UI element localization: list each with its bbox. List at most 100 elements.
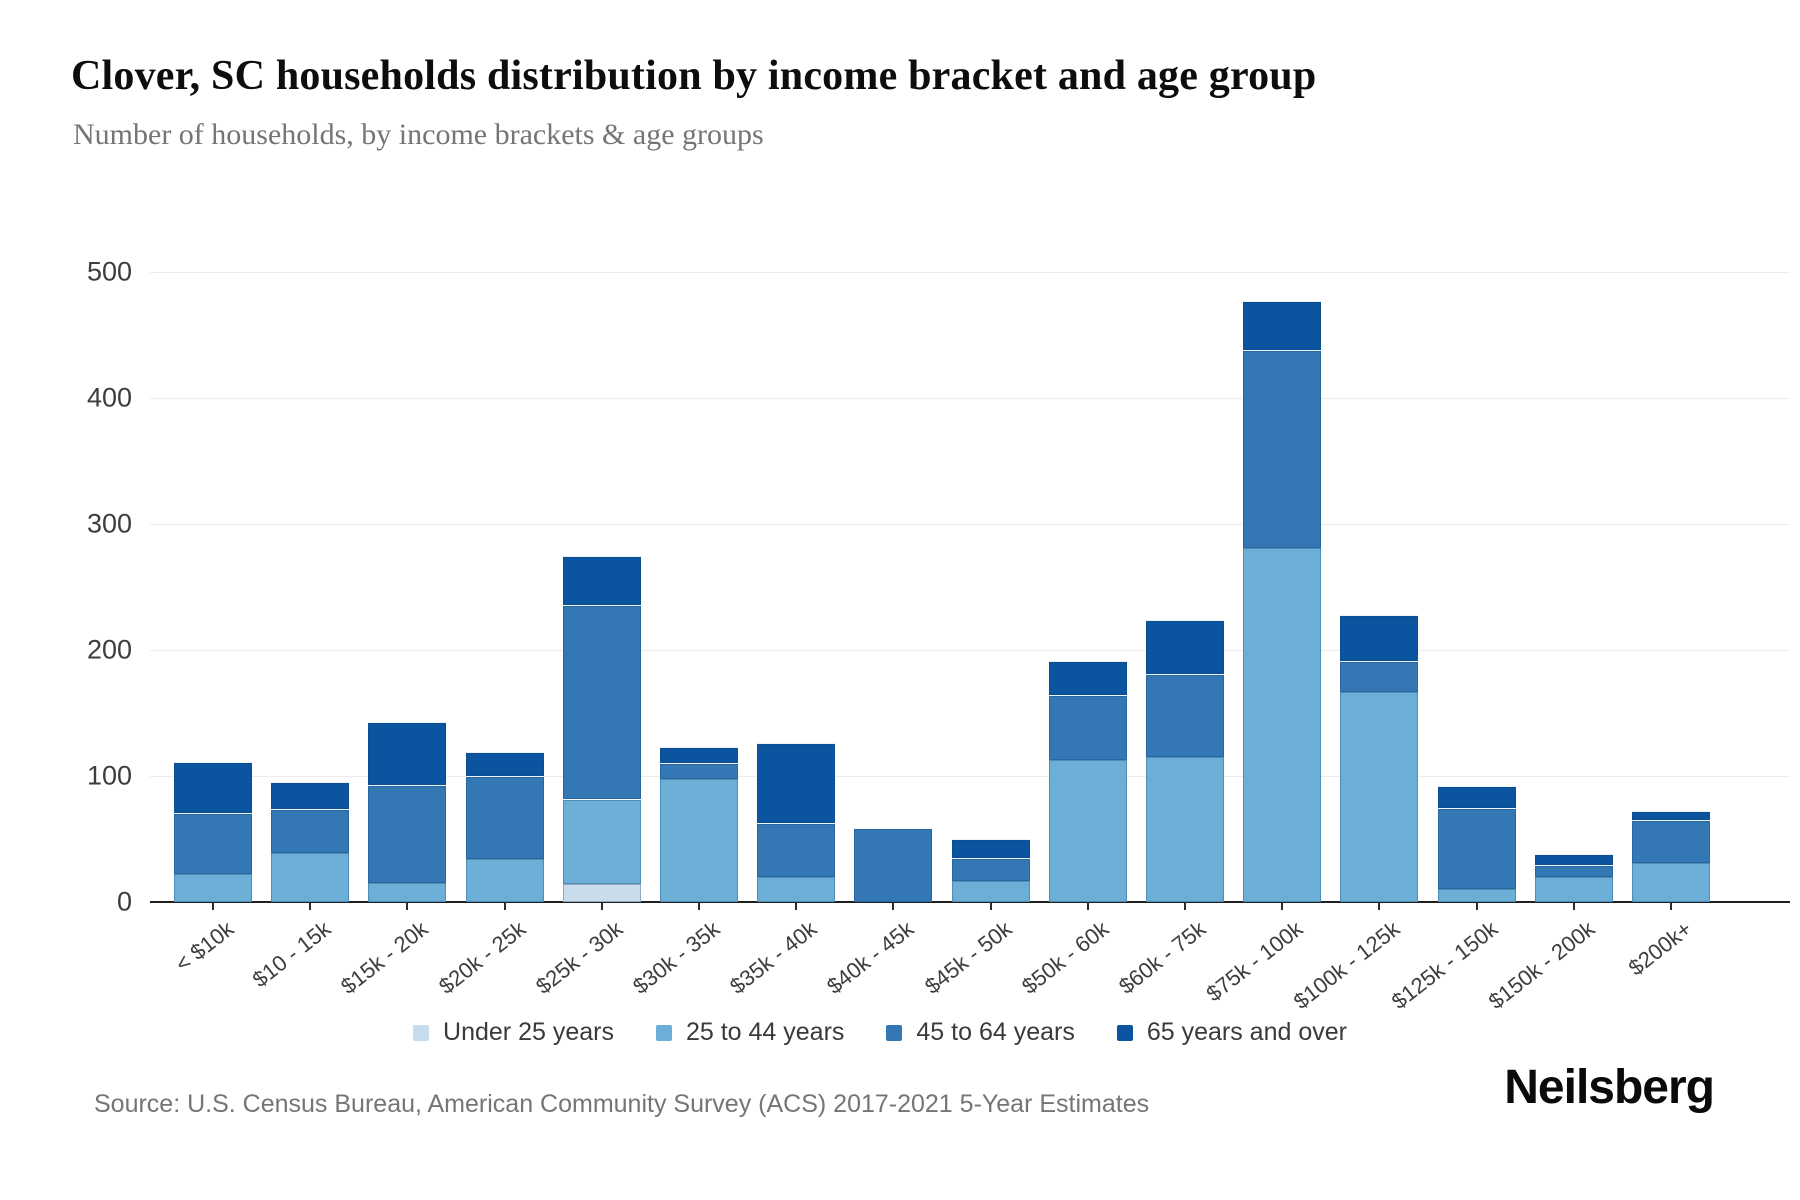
legend-item[interactable]: 25 to 44 years — [655, 1018, 845, 1047]
bar-segment[interactable] — [271, 852, 350, 902]
bar-segment[interactable] — [562, 884, 641, 902]
legend-item[interactable]: Under 25 years — [413, 1018, 614, 1047]
bar-segment[interactable] — [1632, 820, 1710, 863]
bar-segment[interactable] — [951, 839, 1030, 858]
bar-45k-50k[interactable] — [951, 272, 1030, 902]
bar-segment[interactable] — [174, 762, 252, 813]
bar-35k-40k[interactable] — [757, 272, 836, 902]
gridline — [150, 776, 1790, 777]
bar-segment[interactable] — [562, 555, 641, 605]
bar-segment[interactable] — [1243, 301, 1322, 351]
gridline — [150, 650, 1790, 651]
bar-segment[interactable] — [1243, 547, 1322, 902]
bar-30k-35k[interactable] — [660, 272, 738, 902]
bar-segment[interactable] — [1340, 691, 1419, 902]
x-axis-line — [150, 901, 1790, 903]
bar-segment[interactable] — [1146, 757, 1224, 902]
y-axis-tick-label: 100 — [86, 760, 132, 791]
bar-60k-75k[interactable] — [1146, 272, 1224, 902]
bar-segment[interactable] — [1146, 673, 1224, 758]
legend-label: 25 to 44 years — [685, 1018, 845, 1046]
bar-40k-45k[interactable] — [854, 272, 933, 902]
gridline — [150, 524, 1790, 525]
bar-segment[interactable] — [757, 743, 836, 823]
x-axis-tick — [1475, 902, 1478, 910]
x-axis-tick — [989, 902, 992, 910]
bar-125k-150k[interactable] — [1437, 272, 1516, 902]
bar-segment[interactable] — [660, 763, 738, 779]
bar-segment[interactable] — [1534, 876, 1613, 902]
legend-item[interactable]: 45 to 64 years — [886, 1018, 1075, 1047]
gridline — [150, 272, 1790, 273]
x-axis-tick — [892, 902, 895, 910]
bar-segment[interactable] — [368, 721, 447, 785]
x-axis-tick — [309, 902, 312, 910]
bar-segment[interactable] — [1048, 661, 1127, 696]
bar-100k-125k[interactable] — [1340, 272, 1419, 902]
bar-15k-20k[interactable] — [368, 272, 447, 902]
bar-segment[interactable] — [1632, 862, 1710, 902]
bar-segment[interactable] — [368, 784, 447, 884]
bar-segment[interactable] — [951, 857, 1030, 881]
bar-segment[interactable] — [1632, 811, 1710, 821]
bar-segment[interactable] — [174, 874, 252, 902]
bar-200k[interactable] — [1632, 272, 1710, 902]
chart-subtitle: Number of households, by income brackets… — [73, 118, 764, 151]
chart-title: Clover, SC households distribution by in… — [71, 53, 1317, 99]
bar-segment[interactable] — [465, 776, 544, 860]
legend-label: Under 25 years — [443, 1018, 614, 1046]
bar-segment[interactable] — [757, 822, 836, 877]
legend-item[interactable]: 65 years and over — [1116, 1018, 1347, 1047]
legend-swatch-icon — [413, 1024, 430, 1041]
bar-segment[interactable] — [1146, 619, 1224, 674]
x-axis-tick — [1184, 902, 1186, 910]
x-axis-tick — [1670, 902, 1672, 910]
legend-swatch-icon — [886, 1024, 903, 1041]
bar-segment[interactable] — [1437, 807, 1516, 890]
bar-segment[interactable] — [854, 828, 933, 902]
gridline — [150, 398, 1790, 399]
bar-segment[interactable] — [271, 782, 350, 809]
bar-segment[interactable] — [465, 859, 544, 902]
bar-segment[interactable] — [660, 747, 738, 764]
bar-segment[interactable] — [562, 798, 641, 885]
y-axis-tick-label: 200 — [86, 634, 132, 665]
x-axis-tick — [795, 902, 798, 910]
bar-50k-60k[interactable] — [1048, 272, 1127, 902]
legend-swatch-icon — [1116, 1024, 1133, 1041]
y-axis-tick-label: 400 — [86, 382, 132, 413]
bar-segment[interactable] — [1048, 759, 1127, 902]
x-axis-tick — [1086, 902, 1089, 910]
y-axis-tick-label: 500 — [86, 256, 132, 287]
bar-150k-200k[interactable] — [1534, 272, 1613, 902]
bar-segment[interactable] — [1437, 786, 1516, 808]
bar-segment[interactable] — [1534, 854, 1613, 866]
bar-segment[interactable] — [368, 883, 447, 902]
bar-segment[interactable] — [1340, 661, 1419, 692]
bar-segment[interactable] — [660, 778, 738, 902]
bar-75k-100k[interactable] — [1243, 272, 1322, 902]
bar-segment[interactable] — [1340, 614, 1419, 662]
x-axis-tick — [600, 902, 603, 910]
bar-segment[interactable] — [562, 604, 641, 799]
legend-label: 65 years and over — [1146, 1018, 1347, 1046]
bar-25k-30k[interactable] — [562, 272, 641, 902]
bar-segment[interactable] — [174, 812, 252, 875]
bar-segment[interactable] — [951, 880, 1030, 902]
x-axis-tick — [698, 902, 700, 910]
bar-segment[interactable] — [1048, 695, 1127, 760]
bar-20k-25k[interactable] — [465, 272, 544, 902]
bar-segment[interactable] — [1243, 350, 1322, 548]
legend-label: 45 to 64 years — [916, 1018, 1075, 1046]
bar-segment[interactable] — [465, 752, 544, 776]
source-text: Source: U.S. Census Bureau, American Com… — [94, 1090, 1150, 1118]
brand-logo: Neilsberg — [1504, 1061, 1715, 1114]
bar-segment[interactable] — [1437, 889, 1516, 902]
bar-10-15k[interactable] — [271, 272, 350, 902]
bar-segment[interactable] — [1534, 865, 1613, 877]
x-axis-tick — [212, 902, 214, 910]
bar-segment[interactable] — [757, 876, 836, 902]
bar-segment[interactable] — [271, 808, 350, 853]
x-axis-tick — [503, 902, 506, 910]
bar-10k[interactable] — [174, 272, 252, 902]
